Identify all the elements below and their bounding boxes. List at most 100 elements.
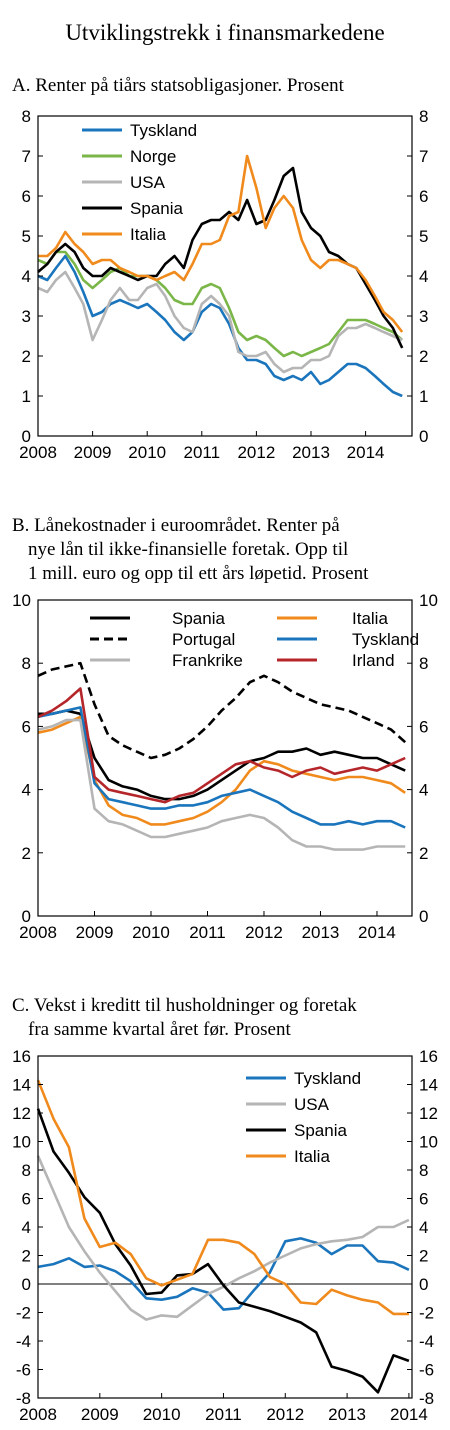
y-tick-label-left: -4 [16, 1332, 31, 1351]
series-line-tyskland [37, 254, 403, 398]
series-line-italia [38, 154, 404, 333]
x-tick-label: 2009 [76, 923, 114, 942]
series-line-irland [37, 687, 406, 804]
series-line-usa [37, 270, 403, 374]
plot-area: 0 0 1 1 2 2 3 3 4 4 5 5 6 6 7 7 8 8 2008 2009 2010 2011 2012 20… [19, 107, 428, 462]
x-tick-label: 2010 [143, 1405, 181, 1424]
plot-frame [37, 599, 413, 917]
y-tick-label-left: 8 [22, 107, 31, 126]
x-tick-label: 2011 [184, 443, 221, 462]
y-tick-label-right: 3 [419, 307, 428, 326]
y-tick-label-left: -2 [16, 1304, 31, 1323]
y-tick-label-left: 6 [22, 187, 31, 206]
chart-c: -8 -8 -6 -6 -4 -4 -2 -2 0 0 2 2 4 4 6 6 8 8 10 10 12 12 14 14 16… [12, 1047, 438, 1424]
y-tick-label-right: -8 [419, 1389, 434, 1408]
panel-b-title-line-2: nye lån til ikke-finansielle foretak. Op… [28, 539, 349, 560]
y-tick-label-left: 2 [22, 347, 31, 366]
legend-label-usa: USA [294, 1095, 330, 1114]
x-tick-label: 2012 [245, 923, 283, 942]
plot-area: -8 -8 -6 -6 -4 -4 -2 -2 0 0 2 2 4 4 6 6 8 8 10 10 12 12 14 14 16… [12, 1047, 438, 1424]
y-tick-label-left: 8 [22, 1161, 31, 1180]
y-tick-label-right: 4 [419, 781, 428, 800]
y-tick-label-left: 4 [22, 267, 31, 286]
y-tick-label-right: 8 [419, 654, 428, 673]
x-tick-label: 2014 [347, 443, 385, 462]
y-tick-label-right: -2 [419, 1304, 434, 1323]
panel-c-title-line-2: fra samme kvartal året før. Prosent [28, 1019, 291, 1040]
y-tick-label-left: 0 [22, 427, 31, 446]
legend-label-spania: Spania [172, 609, 225, 628]
y-tick-label-right: 14 [419, 1076, 438, 1095]
panel-c-title-line-1: C. Vekst i kreditt til husholdninger og … [12, 995, 357, 1016]
y-tick-label-right: 0 [419, 907, 428, 926]
series-line-spania [36, 1108, 410, 1394]
legend-label-usa: USA [130, 173, 166, 192]
legend: Spania Italia Portugal Tyskland Frankrike Irl… [90, 609, 419, 670]
y-tick-label-right: 2 [419, 1247, 428, 1266]
panel-b-title-line-1: B. Lånekostnader i euroområdet. Renter p… [12, 515, 340, 536]
x-tick-label: 2011 [189, 923, 226, 942]
x-tick-label: 2008 [19, 923, 57, 942]
y-tick-label-left: 8 [22, 654, 31, 673]
y-tick-label-left: 2 [22, 844, 31, 863]
panel-c-title: C. Vekst i kreditt til husholdninger og … [12, 994, 357, 1042]
panel-a-title: A. Renter på tiårs statsobligasjoner. Pr… [12, 75, 344, 96]
x-tick-label: 2009 [81, 1405, 119, 1424]
y-tick-label-left: 1 [22, 387, 31, 406]
y-tick-label-left: 4 [22, 781, 31, 800]
x-tick-label: 2011 [205, 1405, 242, 1424]
legend-label-portugal: Portugal [172, 630, 235, 649]
x-tick-label: 2012 [237, 443, 275, 462]
x-tick-label: 2014 [390, 1405, 428, 1424]
y-tick-label-right: 7 [419, 147, 428, 166]
y-tick-label-right: 8 [419, 107, 428, 126]
x-tick-label: 2013 [328, 1405, 366, 1424]
plot-area: 0 0 2 2 4 4 6 6 8 8 10 10 2008 2009 2010 2011 2012 2013 20… [12, 591, 438, 942]
y-tick-label-left: 16 [12, 1047, 31, 1066]
y-tick-label-right: 0 [419, 1275, 428, 1294]
legend-label-spania: Spania [130, 199, 183, 218]
legend-label-norge: Norge [130, 147, 176, 166]
y-tick-label-right: 16 [419, 1047, 438, 1066]
x-tick-label: 2010 [128, 443, 166, 462]
x-tick-label: 2010 [132, 923, 170, 942]
y-tick-label-right: 8 [419, 1161, 428, 1180]
legend-label-italia: Italia [130, 225, 166, 244]
y-tick-label-right: 2 [419, 347, 428, 366]
y-tick-label-left: 10 [12, 1133, 31, 1152]
y-tick-label-left: 2 [22, 1247, 31, 1266]
y-tick-label-right: 12 [419, 1104, 438, 1123]
series-line-spania [38, 709, 406, 801]
y-tick-label-left: -6 [16, 1361, 31, 1380]
chart-b: 0 0 2 2 4 4 6 6 8 8 10 10 2008 2009 2010 2011 2012 2013 20… [12, 591, 438, 942]
y-tick-label-right: -6 [419, 1361, 434, 1380]
chart-a: 0 0 1 1 2 2 3 3 4 4 5 5 6 6 7 7 8 8 2008 2009 2010 2011 2012 20… [19, 107, 428, 462]
x-tick-label: 2008 [19, 1405, 57, 1424]
legend-label-tyskland: Tyskland [130, 121, 197, 140]
y-tick-label-left: 0 [22, 1275, 31, 1294]
y-tick-label-right: 6 [419, 187, 428, 206]
plot-frame [37, 1055, 413, 1399]
x-tick-label: 2012 [266, 1405, 304, 1424]
x-tick-label: 2013 [292, 443, 330, 462]
y-tick-label-left: -8 [16, 1389, 31, 1408]
y-tick-label-left: 7 [22, 147, 31, 166]
y-tick-label-left: 4 [22, 1218, 31, 1237]
y-tick-label-right: 1 [419, 387, 428, 406]
legend-label-irland: Irland [352, 651, 395, 670]
legend: Tyskland USA Spania Italia [246, 1069, 361, 1166]
legend-label-italia: Italia [352, 609, 388, 628]
y-tick-label-right: 0 [419, 427, 428, 446]
panel-b-title-line-3: 1 mill. euro og opp til ett års løpetid.… [28, 563, 369, 584]
series-line-portugal [37, 661, 407, 760]
panel-b-title: B. Lånekostnader i euroområdet. Renter p… [12, 514, 368, 586]
legend-label-frankrike: Frankrike [172, 651, 243, 670]
legend: Tyskland Norge USA Spania Italia [82, 121, 197, 244]
y-tick-label-left: 12 [12, 1104, 31, 1123]
y-tick-label-right: 10 [419, 591, 438, 610]
legend-label-italia: Italia [294, 1147, 330, 1166]
y-tick-label-right: 2 [419, 844, 428, 863]
series-line-norge [37, 250, 404, 358]
y-tick-label-left: 10 [12, 591, 31, 610]
x-tick-label: 2013 [302, 923, 340, 942]
